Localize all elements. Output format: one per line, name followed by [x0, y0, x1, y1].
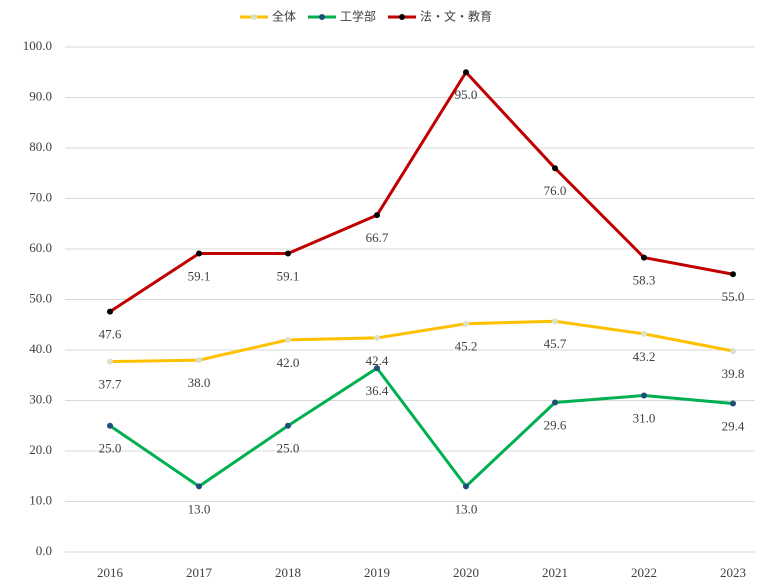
- data-label: 47.6: [99, 327, 122, 342]
- marker: [730, 348, 736, 355]
- y-tick-label: 50.0: [29, 290, 52, 305]
- x-tick-label: 2020: [453, 565, 479, 580]
- x-tick-label: 2022: [631, 565, 657, 580]
- data-label: 42.0: [277, 355, 300, 370]
- marker: [196, 250, 202, 257]
- legend-marker: [319, 14, 326, 20]
- x-tick-label: 2018: [275, 565, 301, 580]
- marker: [374, 212, 380, 219]
- line: [109, 366, 734, 488]
- data-label: 95.0: [455, 87, 478, 102]
- data-label: 76.0: [544, 183, 567, 198]
- marker: [641, 330, 647, 337]
- y-tick-label: 60.0: [29, 240, 52, 255]
- marker: [641, 254, 647, 261]
- line: [109, 70, 734, 313]
- marker: [552, 399, 558, 406]
- x-tick-label: 2021: [542, 565, 568, 580]
- data-label: 42.4: [366, 353, 389, 368]
- x-tick-label: 2023: [720, 565, 746, 580]
- data-label: 43.2: [633, 349, 656, 364]
- data-label: 31.0: [633, 410, 656, 425]
- y-tick-label: 0.0: [36, 543, 52, 558]
- y-tick-label: 70.0: [29, 189, 52, 204]
- data-label: 37.7: [99, 377, 122, 392]
- legend-label: 全体: [272, 9, 296, 24]
- marker: [374, 334, 380, 341]
- data-label: 45.7: [544, 336, 567, 351]
- marker: [196, 483, 202, 490]
- marker: [552, 318, 558, 325]
- marker: [107, 422, 113, 429]
- x-tick-label: 2019: [364, 565, 390, 580]
- marker: [196, 357, 202, 364]
- y-tick-label: 40.0: [29, 341, 52, 356]
- data-label: 29.4: [722, 419, 745, 434]
- marker: [641, 392, 647, 399]
- x-tick-label: 2016: [97, 565, 124, 580]
- legend-marker: [399, 14, 406, 20]
- y-tick-label: 10.0: [29, 492, 52, 507]
- legend-label: 法・文・教育: [420, 9, 492, 24]
- data-label: 25.0: [99, 441, 122, 456]
- x-tick-label: 2017: [186, 565, 213, 580]
- marker: [463, 69, 469, 76]
- data-label: 29.6: [544, 418, 567, 433]
- data-label: 66.7: [366, 230, 389, 245]
- y-tick-label: 30.0: [29, 391, 52, 406]
- data-label: 25.0: [277, 441, 300, 456]
- marker: [552, 165, 558, 172]
- legend-marker: [251, 14, 257, 20]
- marker: [730, 400, 736, 407]
- marker: [374, 365, 380, 372]
- y-tick-label: 100.0: [23, 38, 52, 53]
- data-label: 39.8: [722, 366, 745, 381]
- marker: [285, 250, 291, 257]
- data-label: 45.2: [455, 339, 478, 354]
- marker: [463, 320, 469, 327]
- line: [109, 319, 734, 364]
- legend-label: 工学部: [340, 9, 376, 24]
- data-label: 13.0: [188, 501, 211, 516]
- marker: [107, 358, 113, 365]
- marker: [285, 336, 291, 343]
- legend: 全体 工学部 法・文・教育: [240, 9, 492, 24]
- marker: [285, 422, 291, 429]
- y-tick-label: 90.0: [29, 88, 52, 103]
- data-label: 59.1: [188, 269, 211, 284]
- data-label: 58.3: [633, 273, 656, 288]
- data-label: 13.0: [455, 501, 478, 516]
- y-tick-label: 80.0: [29, 139, 52, 154]
- marker: [107, 308, 113, 315]
- data-label: 38.0: [188, 375, 211, 390]
- data-label: 55.0: [722, 289, 745, 304]
- data-label: 59.1: [277, 269, 300, 284]
- marker: [730, 271, 736, 278]
- data-label: 36.4: [366, 383, 389, 398]
- marker: [463, 483, 469, 490]
- y-tick-label: 20.0: [29, 442, 52, 457]
